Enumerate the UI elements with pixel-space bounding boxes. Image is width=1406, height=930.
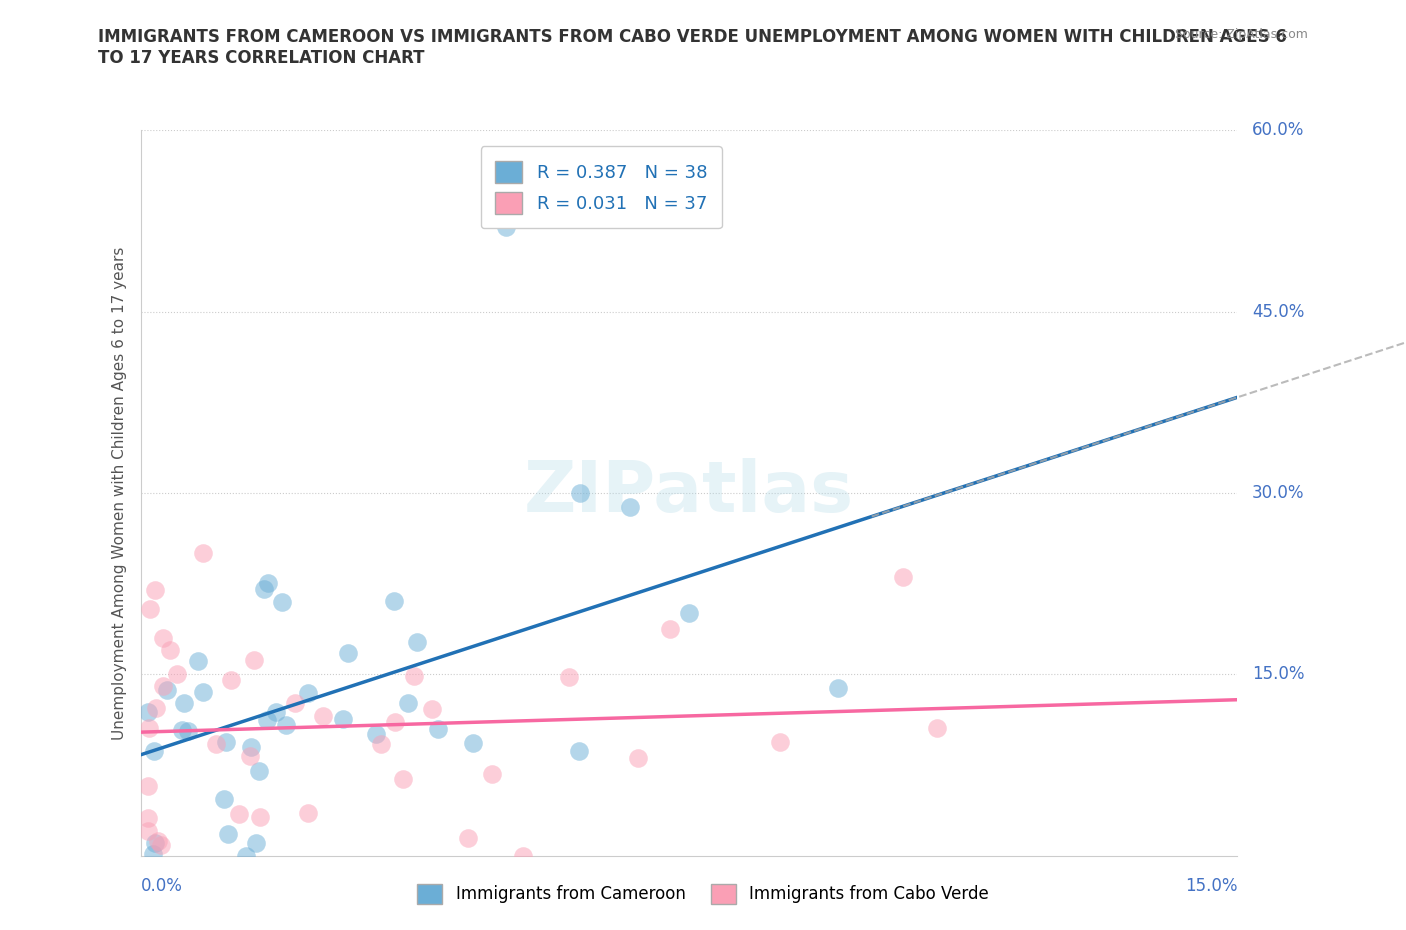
Point — [136, 705, 159, 720]
Text: Source: ZipAtlas.com: Source: ZipAtlas.com — [1174, 28, 1308, 41]
Point — [769, 735, 792, 750]
Legend: R = 0.387   N = 38, R = 0.031   N = 37: R = 0.387 N = 38, R = 0.031 N = 37 — [481, 147, 721, 229]
Point — [827, 680, 849, 695]
Text: 0.0%: 0.0% — [141, 877, 183, 896]
Point — [143, 836, 166, 851]
Point — [382, 593, 405, 608]
Point — [402, 669, 425, 684]
Text: 15.0%: 15.0% — [1251, 665, 1305, 684]
Point — [481, 766, 503, 781]
Point — [187, 654, 209, 669]
Point — [253, 581, 276, 596]
Point — [177, 724, 200, 738]
Point — [264, 705, 287, 720]
Point — [173, 696, 195, 711]
Point — [212, 791, 235, 806]
Point — [172, 723, 194, 737]
Point — [156, 683, 179, 698]
Point — [243, 652, 266, 667]
Point — [239, 739, 262, 754]
Point — [152, 631, 174, 645]
Point — [191, 684, 214, 699]
Point — [384, 715, 406, 730]
Point — [427, 722, 450, 737]
Point — [228, 806, 250, 821]
Point — [221, 672, 243, 687]
Point — [420, 702, 443, 717]
Point — [217, 827, 239, 842]
Point — [392, 772, 415, 787]
Point — [247, 764, 270, 778]
Point — [136, 810, 159, 825]
Point — [332, 711, 354, 726]
Point — [627, 751, 650, 765]
Point — [297, 805, 319, 820]
Point — [678, 605, 700, 620]
Text: ZIPatlas: ZIPatlas — [524, 458, 853, 527]
Point — [927, 721, 949, 736]
Point — [146, 833, 169, 848]
Point — [568, 485, 591, 500]
Point — [396, 695, 419, 710]
Text: 45.0%: 45.0% — [1251, 302, 1305, 321]
Point — [619, 499, 641, 514]
Point — [337, 645, 360, 660]
Point — [193, 546, 215, 561]
Point — [568, 743, 591, 758]
Y-axis label: Unemployment Among Women with Children Ages 6 to 17 years: Unemployment Among Women with Children A… — [111, 246, 127, 739]
Point — [891, 569, 914, 584]
Point — [239, 749, 262, 764]
Point — [297, 685, 319, 700]
Point — [138, 721, 160, 736]
Point — [166, 667, 188, 682]
Point — [249, 810, 271, 825]
Point — [235, 848, 257, 863]
Point — [245, 835, 267, 850]
Point — [406, 635, 429, 650]
Legend: Immigrants from Cameroon, Immigrants from Cabo Verde: Immigrants from Cameroon, Immigrants fro… — [409, 875, 997, 912]
Point — [284, 696, 307, 711]
Point — [364, 726, 387, 741]
Point — [256, 576, 278, 591]
Point — [256, 712, 278, 727]
Point — [145, 700, 167, 715]
Point — [457, 830, 479, 845]
Text: 15.0%: 15.0% — [1185, 877, 1237, 896]
Text: 60.0%: 60.0% — [1251, 121, 1305, 140]
Point — [495, 219, 517, 234]
Text: IMMIGRANTS FROM CAMEROON VS IMMIGRANTS FROM CABO VERDE UNEMPLOYMENT AMONG WOMEN : IMMIGRANTS FROM CAMEROON VS IMMIGRANTS F… — [98, 28, 1288, 67]
Point — [512, 848, 534, 863]
Point — [143, 743, 166, 758]
Point — [205, 737, 228, 751]
Point — [136, 823, 159, 838]
Point — [152, 679, 174, 694]
Point — [659, 621, 682, 636]
Point — [271, 595, 294, 610]
Text: 30.0%: 30.0% — [1251, 484, 1305, 502]
Point — [370, 737, 392, 751]
Point — [142, 847, 165, 862]
Point — [312, 709, 335, 724]
Point — [149, 838, 172, 853]
Point — [138, 602, 160, 617]
Point — [274, 718, 297, 733]
Point — [558, 670, 581, 684]
Point — [143, 582, 166, 597]
Point — [215, 734, 238, 749]
Point — [159, 643, 181, 658]
Point — [463, 736, 485, 751]
Point — [136, 778, 159, 793]
